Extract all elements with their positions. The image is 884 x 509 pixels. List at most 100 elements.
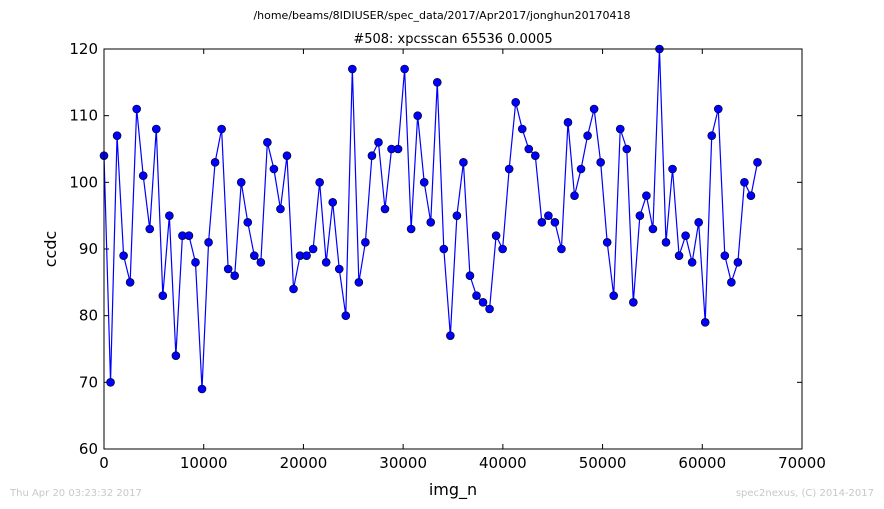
x-tick-label: 50000 [579,454,627,472]
data-point [583,131,592,140]
data-point [485,304,494,314]
data-point [119,251,128,260]
data-point [249,251,259,260]
data-point [243,218,253,227]
footer-timestamp: Thu Apr 20 03:23:32 2017 [10,488,142,499]
data-point [609,291,619,300]
data-point [727,278,736,287]
data-point [733,258,743,267]
data-point [138,171,148,180]
data-point [668,164,677,174]
data-point [439,244,449,254]
data-point [459,158,468,167]
data-point [230,271,239,280]
y-tick-label: 80 [79,307,98,325]
data-point [615,124,625,134]
data-point [674,251,684,260]
data-point [361,238,370,247]
data-point [282,151,292,160]
plot-frame [103,48,803,450]
data-point [707,131,717,140]
data-point [648,224,658,234]
data-point [256,258,266,267]
x-tick-label: 0 [99,454,109,472]
data-point [753,158,762,167]
data-point [557,244,566,254]
data-point [432,78,442,87]
data-point [393,144,403,154]
x-tick-label: 20000 [280,454,328,472]
data-point [517,124,527,134]
y-tick-label: 110 [69,107,98,125]
data-point [223,264,233,274]
y-tick-label: 70 [79,373,98,391]
data-point [406,224,416,234]
data-point [132,104,141,114]
data-point [576,164,586,174]
x-axis-label: img_n [429,480,477,500]
data-point [367,151,377,160]
data-point [158,291,168,300]
y-tick-label: 90 [79,240,98,258]
data-point [328,198,338,207]
data-point [106,378,115,387]
data-point [184,231,194,240]
data-point [348,64,357,74]
y-tick-label: 120 [69,40,98,58]
x-tick-label: 30000 [379,454,427,472]
data-point [642,191,651,200]
data-point [524,144,534,154]
data-point [681,231,690,240]
suptitle: /home/beams/8IDIUSER/spec_data/2017/Apr2… [253,9,631,22]
data-point [661,238,671,247]
data-point [629,298,638,307]
x-tick-label: 40000 [479,454,527,472]
y-tick-label: 60 [79,440,98,458]
footer-credit: spec2nexus, (C) 2014-2017 [735,488,874,499]
data-point [374,138,383,147]
data-point [596,158,605,167]
data-point [531,151,540,160]
data-point [426,218,436,227]
data-point [687,258,697,267]
data-point [746,191,756,200]
data-point [191,258,200,267]
y-axis-label: ccdc [41,231,60,268]
chart-title: #508: xpcsscan 65536 0.0005 [353,32,552,47]
data-point [341,311,351,320]
data-point [570,191,579,200]
x-tick-label: 10000 [180,454,228,472]
data-point [321,258,331,267]
data-point [602,238,612,247]
data-point [210,158,220,167]
data-point [400,64,409,74]
data-point [622,144,632,154]
data-point [145,224,155,234]
data-point [165,211,174,220]
data-point [563,118,573,127]
data-point [465,271,475,280]
data-point [491,231,501,240]
data-point [537,218,547,227]
data-point [550,218,560,227]
data-point [151,124,161,134]
data-point [413,111,422,120]
data-point [380,204,390,214]
data-point [308,244,318,254]
data-point [472,291,481,300]
data-point [302,251,311,260]
data-point [452,211,462,220]
data-point [511,98,521,107]
data-point [276,204,285,214]
data-point [498,244,507,254]
data-point [354,278,364,287]
data-point [713,104,723,114]
data-point [171,351,181,360]
data-point [589,104,599,114]
data-point [197,384,207,394]
x-tick-label: 70000 [778,454,826,472]
data-point [700,318,710,327]
data-point [446,331,455,340]
data-point [263,138,272,147]
